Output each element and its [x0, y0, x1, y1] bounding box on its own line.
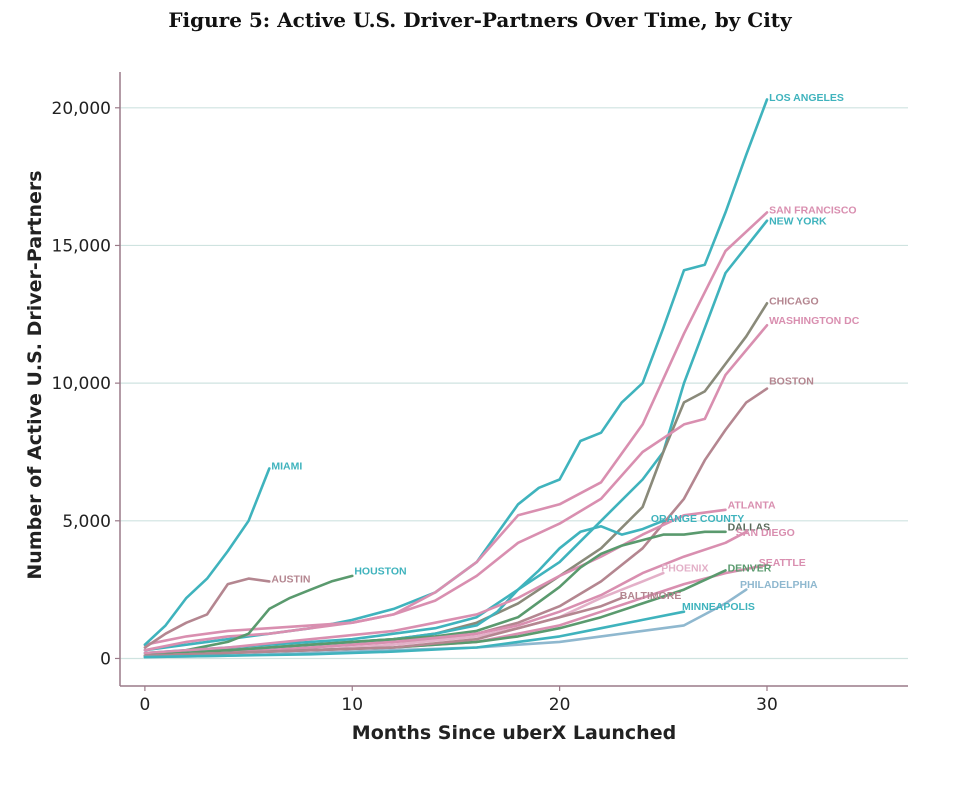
series-line-washington-dc [143, 323, 769, 652]
city-label-houston: HOUSTON [354, 565, 406, 577]
x-tick-label: 20 [549, 695, 571, 715]
city-label-phoenix: PHOENIX [661, 563, 708, 575]
tick-labels: 0 5,000 10,000 15,000 20,000 0 10 20 30 [52, 99, 778, 715]
city-label-san-francisco: SAN FRANCISCO [769, 205, 857, 217]
series-line-orange-county [143, 519, 665, 658]
x-tick-label: 0 [139, 695, 150, 715]
chart-title: Figure 5: Active U.S. Driver-Partners Ov… [168, 8, 792, 32]
series-line-baltimore [143, 596, 624, 658]
x-tick-label: 30 [756, 695, 778, 715]
city-label-austin: AUSTIN [271, 574, 310, 586]
city-label-philadelphia: PHILADELPHIA [740, 579, 818, 591]
y-tick-label: 20,000 [52, 99, 111, 119]
city-label-seattle: SEATTLE [759, 557, 806, 569]
series-line-austin [143, 577, 271, 649]
y-tick-label: 0 [100, 649, 111, 669]
axes [115, 72, 908, 691]
series-line-houston [143, 574, 354, 658]
series-lines [143, 98, 769, 659]
series-line-san-francisco [143, 211, 769, 647]
x-axis-label: Months Since uberX Launched [352, 722, 676, 744]
city-label-dallas: DALLAS [728, 521, 771, 533]
x-tick-label: 10 [341, 695, 363, 715]
city-label-los-angeles: LOS ANGELES [769, 92, 844, 104]
city-label-baltimore: BALTIMORE [620, 590, 682, 602]
series-line-miami [143, 467, 271, 647]
y-tick-label: 15,000 [52, 236, 111, 256]
city-label-minneapolis: MINNEAPOLIS [682, 601, 755, 613]
y-tick-label: 10,000 [52, 374, 111, 394]
city-label-chicago: CHICAGO [769, 296, 819, 308]
series-line-san-diego [143, 530, 748, 658]
series-line-dallas [143, 530, 727, 658]
city-label-miami: MIAMI [271, 461, 302, 473]
y-tick-label: 5,000 [62, 512, 111, 532]
series-line-minneapolis [143, 610, 686, 659]
city-label-san-diego: SAN DIEGO [736, 527, 795, 539]
city-label-orange-county: ORANGE COUNTY [651, 513, 744, 525]
city-label-new-york: NEW YORK [769, 216, 827, 228]
series-line-atlanta [143, 508, 727, 655]
city-label-boston: BOSTON [769, 375, 814, 387]
y-axis-label: Number of Active U.S. Driver-Partners [24, 170, 46, 579]
city-label-atlanta: ATLANTA [728, 499, 776, 511]
city-label-washington-dc: WASHINGTON DC [769, 315, 860, 327]
city-label-denver: DENVER [728, 563, 772, 575]
